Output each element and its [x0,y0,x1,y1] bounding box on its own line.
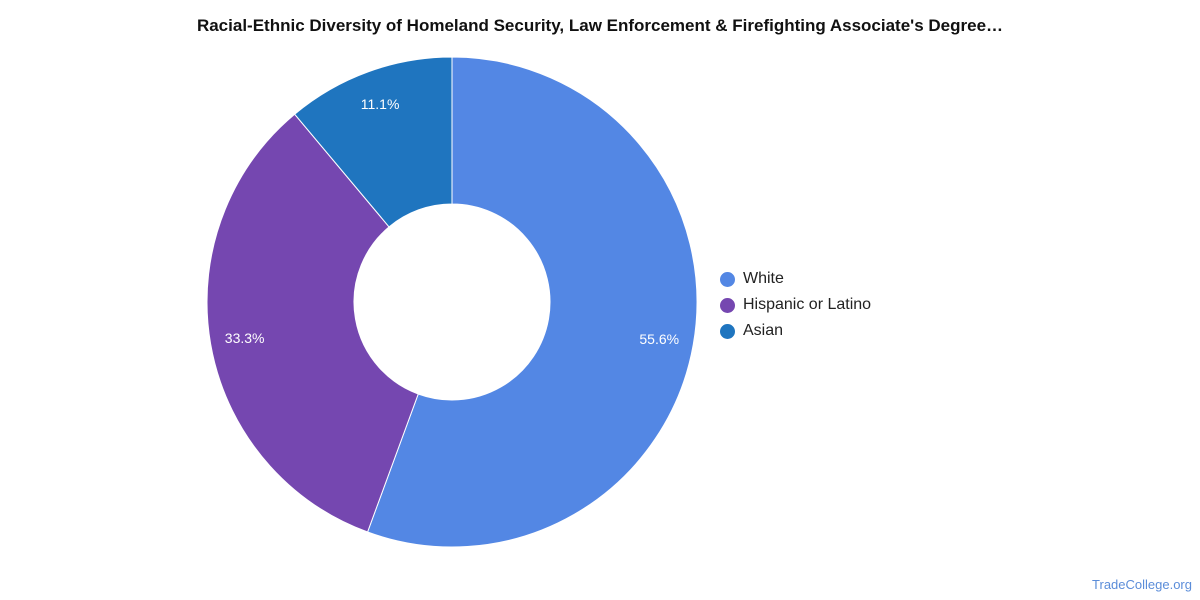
slice-asian[interactable] [293,56,453,228]
slice-white[interactable] [366,56,698,548]
legend-swatch-white [720,271,735,287]
slice-label: 11.1% [361,96,400,112]
legend-swatch-asian [720,323,735,339]
legend-item-white[interactable]: White [720,266,871,292]
legend-item-hispanic-or-latino[interactable]: Hispanic or Latino [720,292,871,318]
slice-label: 55.6% [639,331,679,347]
legend-swatch-hispanic-or-latino [720,297,735,313]
legend-label: White [743,270,784,287]
slice-label: 33.3% [225,330,265,346]
chart-title: Racial-Ethnic Diversity of Homeland Secu… [196,16,1004,35]
slice-hispanic-or-latino[interactable] [206,113,419,533]
legend-label: Asian [743,322,784,339]
chart-legend: White Hispanic or Latino Asian [720,266,871,344]
legend-label: Hispanic or Latino [743,296,872,313]
legend-item-asian[interactable]: Asian [720,318,871,344]
source-link[interactable]: TradeCollege.org [1092,577,1192,592]
